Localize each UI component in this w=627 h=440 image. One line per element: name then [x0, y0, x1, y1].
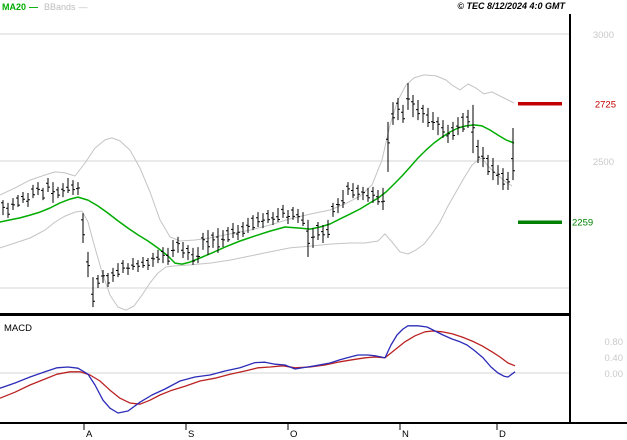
macd-axis-label: 0.00 [605, 369, 624, 380]
month-label: D [499, 429, 506, 440]
legend-ma20-label: MA20 [2, 2, 27, 12]
legend-bbands-line-swatch: — [78, 2, 88, 12]
price-level-label: 2725 [595, 99, 616, 110]
legend-ma20-line-swatch: — [29, 2, 39, 12]
price-axis-label: 3000 [593, 30, 614, 41]
month-label: A [86, 429, 93, 440]
macd-panel-label: MACD [4, 323, 32, 334]
macd-axis-label: 0.40 [605, 353, 624, 364]
chart-header: MA20 — BBands — © TEC 8/12/2024 4:0 GMT [0, 0, 627, 18]
bollinger-lower-band [0, 157, 513, 311]
bollinger-upper-band [0, 74, 515, 242]
macd-axis-label: 0.80 [605, 337, 624, 348]
panel-divider [0, 313, 570, 316]
chart-legend: MA20 — BBands — [2, 2, 88, 12]
price-level-label: 2259 [572, 218, 593, 229]
price-axis-label: 2500 [593, 157, 614, 168]
ohlc-bars [1, 83, 515, 308]
month-label: O [290, 429, 297, 440]
copyright-text: © TEC 8/12/2024 4:0 GMT [457, 1, 565, 11]
macd-signal-line [0, 330, 516, 405]
macd-line [0, 325, 516, 414]
legend-bbands-label: BBands [44, 2, 76, 12]
ma20-line [0, 124, 515, 265]
month-label: N [402, 429, 409, 440]
month-label: S [188, 429, 194, 440]
